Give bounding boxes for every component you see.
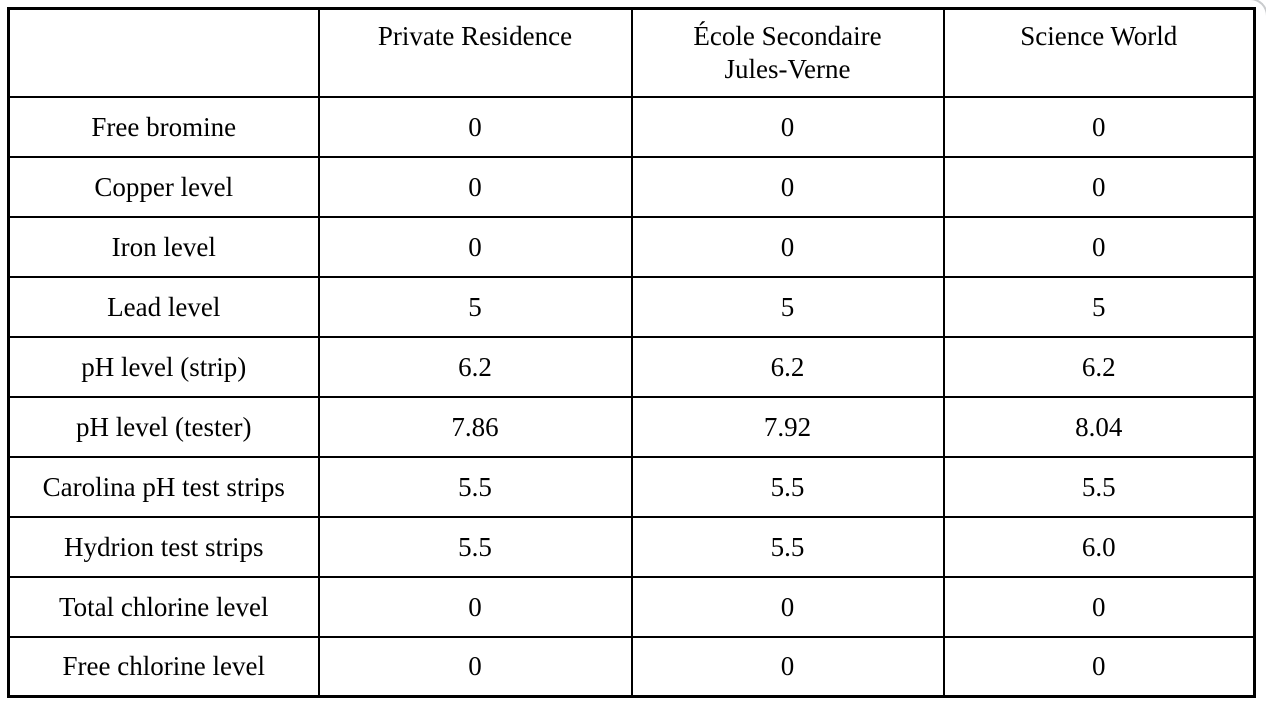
row-label: pH level (tester) [7,395,320,458]
cell-value: 0 [942,95,1256,158]
cell-value: 0 [630,95,945,158]
cell-value: 5.5 [317,515,633,578]
column-header-line: Private Residence [377,21,573,51]
cell-value: 0 [942,635,1256,698]
row-label: pH level (strip) [7,335,320,398]
cell-value: 5.5 [630,455,945,518]
table-row-iron-level: Iron level 0 0 0 [7,215,1256,278]
row-label: Lead level [7,275,320,338]
column-header-blank [7,7,320,98]
row-label: Hydrion test strips [7,515,320,578]
cell-value: 6.0 [942,515,1256,578]
header-row: Private Residence École Secondaire Jules… [7,7,1256,98]
water-test-results-table: Private Residence École Secondaire Jules… [7,7,1256,698]
cell-value: 5.5 [942,455,1256,518]
cell-value: 5.5 [630,515,945,578]
row-label: Free chlorine level [7,635,320,698]
cell-value: 5 [317,275,633,338]
column-header-private-residence: Private Residence [317,7,633,98]
row-label: Carolina pH test strips [7,455,320,518]
cell-value: 0 [317,95,633,158]
column-header-line: Jules-Verne [724,54,851,84]
table-row-free-chlorine-level: Free chlorine level 0 0 0 [7,635,1256,698]
cell-value: 0 [630,215,945,278]
cell-value: 7.92 [630,395,945,458]
cell-value: 5.5 [317,455,633,518]
column-header-line: Science World [1020,21,1178,51]
cell-value: 0 [317,155,633,218]
table-row-copper-level: Copper level 0 0 0 [7,155,1256,218]
table-row-hydrion-test-strips: Hydrion test strips 5.5 5.5 6.0 [7,515,1256,578]
cell-value: 0 [630,635,945,698]
row-label: Copper level [7,155,320,218]
cell-value: 0 [942,155,1256,218]
cell-value: 0 [630,155,945,218]
cell-value: 6.2 [630,335,945,398]
cell-value: 7.86 [317,395,633,458]
cell-value: 5 [630,275,945,338]
cell-value: 6.2 [317,335,633,398]
cell-value: 0 [942,575,1256,638]
row-label: Iron level [7,215,320,278]
table-row-ph-level-strip: pH level (strip) 6.2 6.2 6.2 [7,335,1256,398]
cell-value: 0 [630,575,945,638]
table-row-carolina-ph-test-strips: Carolina pH test strips 5.5 5.5 5.5 [7,455,1256,518]
cell-value: 0 [317,575,633,638]
table-row-free-bromine: Free bromine 0 0 0 [7,95,1256,158]
cell-value: 6.2 [942,335,1256,398]
column-header-science-world: Science World [942,7,1256,98]
row-label: Free bromine [7,95,320,158]
table-row-ph-level-tester: pH level (tester) 7.86 7.92 8.04 [7,395,1256,458]
table-row-total-chlorine-level: Total chlorine level 0 0 0 [7,575,1256,638]
cell-value: 8.04 [942,395,1256,458]
column-header-line: École Secondaire [693,21,882,51]
table-row-lead-level: Lead level 5 5 5 [7,275,1256,338]
column-header-ecole-secondaire-jules-verne: École Secondaire Jules-Verne [630,7,945,98]
cell-value: 0 [942,215,1256,278]
cell-value: 5 [942,275,1256,338]
cell-value: 0 [317,215,633,278]
cell-value: 0 [317,635,633,698]
row-label: Total chlorine level [7,575,320,638]
